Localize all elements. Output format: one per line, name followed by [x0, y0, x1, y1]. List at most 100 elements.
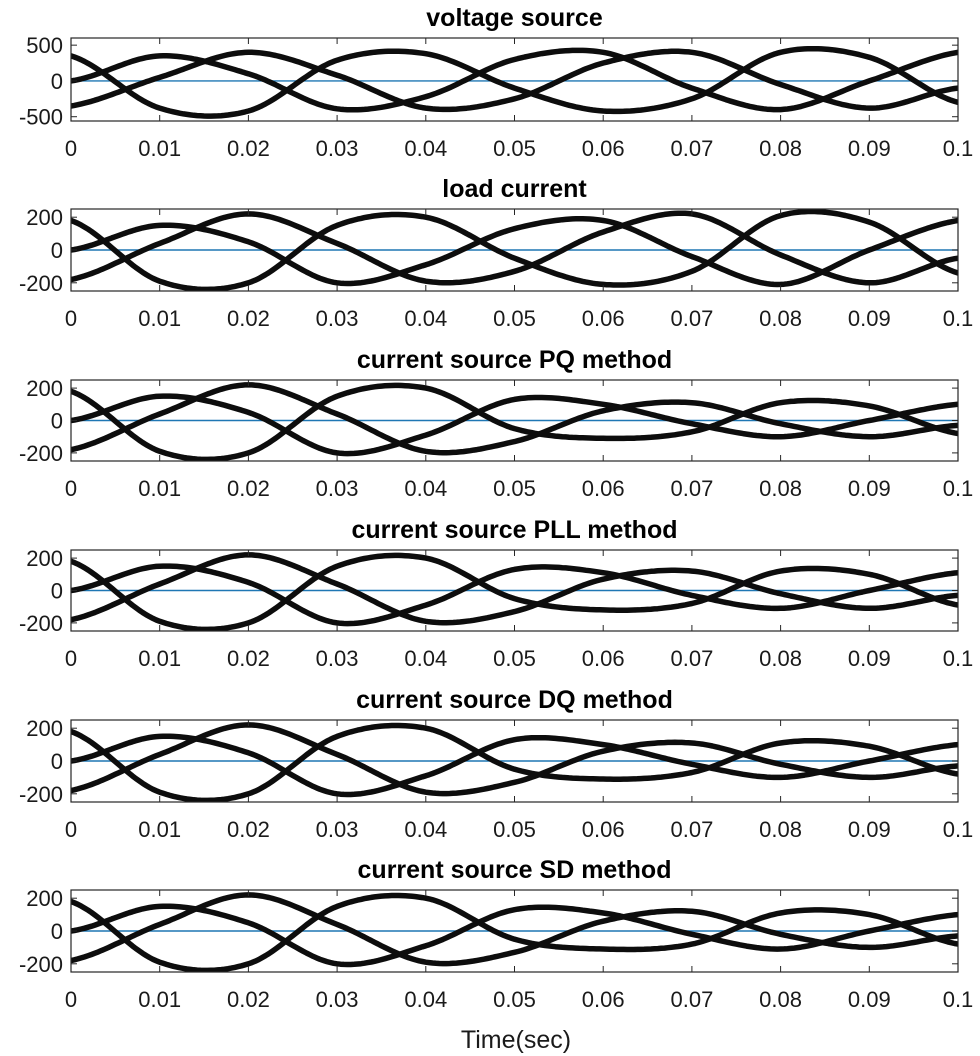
x-tick-label: 0.08	[759, 136, 802, 161]
subplot-title: load current	[442, 175, 587, 203]
y-tick-label: 0	[51, 919, 63, 944]
x-tick-label: 0.07	[670, 817, 713, 842]
x-tick-label: 0.01	[138, 136, 181, 161]
x-tick-label: 0.05	[493, 817, 536, 842]
x-tick-label: 0.08	[759, 646, 802, 671]
waveform-group	[71, 552, 958, 631]
series-2-line	[71, 48, 958, 113]
y-tick-label: -200	[19, 782, 63, 807]
series-3-line	[71, 552, 958, 631]
x-tick-label: 0.06	[582, 476, 625, 501]
waveform-group	[71, 209, 958, 291]
subplot-title: voltage source	[426, 4, 603, 32]
x-tick-label: 0.1	[943, 817, 974, 842]
y-tick-label: 0	[51, 409, 63, 434]
y-tick-label: -200	[19, 952, 63, 977]
x-tick-label: 0.05	[493, 987, 536, 1012]
x-tick-label: 0.04	[404, 817, 447, 842]
x-tick-label: 0.07	[670, 306, 713, 331]
x-tick-label: 0.02	[227, 306, 270, 331]
series-2-line	[71, 892, 958, 967]
x-tick-label: 0.09	[848, 136, 891, 161]
subplot-4: current source PLL method 0 0.01 0.02 0.03 0.…	[19, 516, 973, 671]
series-2-line	[71, 722, 958, 797]
y-tick-label: 200	[26, 716, 63, 741]
series-1-line	[71, 563, 958, 627]
x-tick-label: 0.1	[943, 987, 974, 1012]
y-tick-label: 200	[26, 546, 63, 571]
x-tick-label: 0.07	[670, 476, 713, 501]
series-3-line	[71, 209, 958, 291]
y-tick-label: 0	[51, 238, 63, 263]
x-tick-label: 0.09	[848, 987, 891, 1012]
x-tick-label: 0.07	[670, 646, 713, 671]
subplot-title: current source PQ method	[357, 346, 672, 374]
series-1-line	[71, 216, 958, 288]
x-tick-label: 0	[65, 306, 77, 331]
x-tick-label: 0.02	[227, 646, 270, 671]
x-tick-label: 0.04	[404, 476, 447, 501]
x-tick-label: 0.09	[848, 476, 891, 501]
x-tick-label: 0	[65, 817, 77, 842]
x-tick-label: 0.03	[316, 817, 359, 842]
x-tick-label: 0.09	[848, 646, 891, 671]
x-tick-label: 0.05	[493, 136, 536, 161]
subplot-6: current source SD method 0 0.01 0.02 0.03 0.0…	[19, 856, 973, 1012]
x-tick-label: 0.03	[316, 136, 359, 161]
x-tick-label: 0.03	[316, 306, 359, 331]
x-tick-label: 0.05	[493, 306, 536, 331]
series-1-line	[71, 733, 958, 798]
y-tick-label: 200	[26, 376, 63, 401]
series-2-line	[71, 552, 958, 626]
x-tick-label: 0	[65, 987, 77, 1012]
waveform-group	[71, 722, 958, 802]
x-tick-label: 0.02	[227, 987, 270, 1012]
x-tick-label: 0.05	[493, 476, 536, 501]
x-tick-label: 0.01	[138, 817, 181, 842]
waveform-group	[71, 382, 958, 461]
y-tick-label: 200	[26, 205, 63, 230]
x-tick-label: 0.02	[227, 817, 270, 842]
x-tick-label: 0.04	[404, 987, 447, 1012]
x-tick-label: 0.06	[582, 817, 625, 842]
x-tick-label: 0.01	[138, 987, 181, 1012]
x-tick-label: 0	[65, 476, 77, 501]
x-tick-label: 0	[65, 646, 77, 671]
series-3-line	[71, 382, 958, 461]
x-tick-label: 0.03	[316, 646, 359, 671]
x-tick-label: 0.06	[582, 306, 625, 331]
x-tick-label: 0.1	[943, 646, 974, 671]
y-tick-label: -200	[19, 271, 63, 296]
series-1-line	[71, 47, 958, 113]
x-tick-label: 0.05	[493, 646, 536, 671]
x-tick-label: 0.02	[227, 476, 270, 501]
subplot-3: current source PQ method 0 0.01 0.02 0.03 0.0…	[19, 346, 973, 501]
x-tick-label: 0.01	[138, 306, 181, 331]
x-tick-label: 0.06	[582, 136, 625, 161]
x-tick-label: 0.03	[316, 987, 359, 1012]
x-tick-label: 0.08	[759, 817, 802, 842]
x-tick-label: 0.08	[759, 476, 802, 501]
x-tick-label: 0.03	[316, 476, 359, 501]
x-tick-label: 0.06	[582, 987, 625, 1012]
x-tick-label: 0.01	[138, 646, 181, 671]
subplot-title: current source DQ method	[356, 686, 673, 714]
series-3-line	[71, 892, 958, 972]
y-tick-label: 200	[26, 886, 63, 911]
x-tick-label: 0.09	[848, 306, 891, 331]
series-3-line	[71, 722, 958, 802]
x-tick-label: 0.08	[759, 987, 802, 1012]
x-tick-label: 0.07	[670, 136, 713, 161]
waveform-group	[71, 892, 958, 972]
x-tick-label: 0	[65, 136, 77, 161]
x-tick-label: 0.04	[404, 306, 447, 331]
x-tick-label: 0.01	[138, 476, 181, 501]
x-axis-label: Time(sec)	[461, 1026, 571, 1054]
waveform-group	[71, 45, 958, 119]
subplot-title: current source PLL method	[352, 516, 678, 544]
x-tick-label: 0.02	[227, 136, 270, 161]
y-tick-label: 0	[51, 749, 63, 774]
y-tick-label: -200	[19, 611, 63, 636]
series-3-line	[71, 45, 958, 119]
